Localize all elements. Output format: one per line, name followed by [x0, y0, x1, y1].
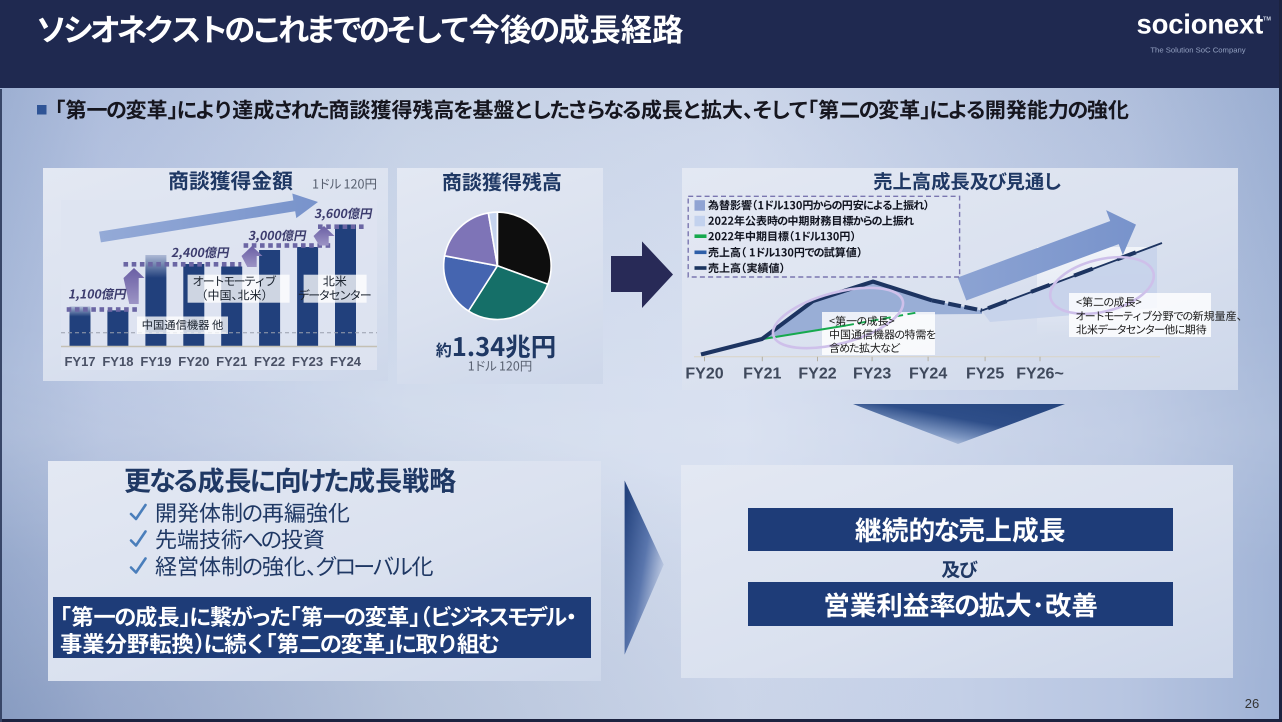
svg-text:FY25: FY25	[966, 366, 1004, 383]
svg-text:FY18: FY18	[102, 354, 133, 369]
svg-text:FY23: FY23	[292, 354, 323, 369]
svg-text:FY21: FY21	[216, 354, 247, 369]
svg-text:FY22: FY22	[798, 366, 836, 383]
svg-text:FY21: FY21	[743, 366, 781, 383]
svg-text:FY20: FY20	[685, 366, 723, 383]
svg-text:FY19: FY19	[140, 354, 171, 369]
svg-text:FY17: FY17	[64, 354, 95, 369]
svg-text:FY20: FY20	[178, 354, 209, 369]
svg-text:FY23: FY23	[853, 366, 891, 383]
svg-text:FY26~: FY26~	[1016, 366, 1064, 383]
svg-text:26: 26	[1245, 696, 1259, 711]
svg-text:socionext: socionext	[1137, 9, 1264, 40]
svg-text:FY24: FY24	[909, 366, 947, 383]
svg-text:FY22: FY22	[254, 354, 285, 369]
svg-text:FY24: FY24	[330, 354, 362, 369]
svg-text:TM: TM	[1263, 17, 1271, 23]
svg-text:The Solution SoC Company: The Solution SoC Company	[1150, 46, 1245, 55]
